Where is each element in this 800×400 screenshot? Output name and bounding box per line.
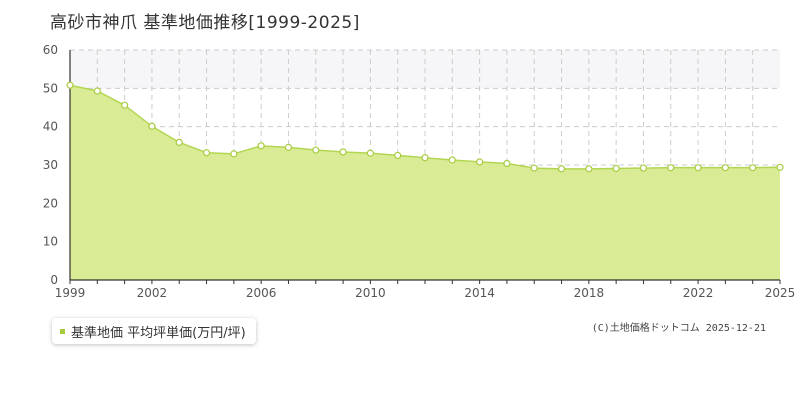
data-point <box>694 164 702 172</box>
x-tick-label: 2014 <box>464 286 495 300</box>
x-tick-labels: 1999 2002 2006 2010 2014 2018 2022 2025 <box>55 286 796 300</box>
data-point <box>121 101 129 109</box>
data-point <box>93 87 101 95</box>
area-fill <box>70 85 780 281</box>
data-point <box>749 164 757 172</box>
legend: 基準地価 平均坪単価(万円/坪) <box>52 318 256 344</box>
data-point <box>585 165 593 173</box>
data-point <box>612 164 620 173</box>
data-point <box>448 156 456 164</box>
data-markers <box>66 81 784 173</box>
y-tick-label: 50 <box>43 81 58 95</box>
x-tick-label: 2006 <box>246 286 277 300</box>
legend-label: 基準地価 平均坪単価(万円/坪) <box>71 325 246 341</box>
data-point <box>530 164 538 172</box>
x-tick-label: 2010 <box>355 286 386 300</box>
data-point <box>721 164 729 172</box>
data-point <box>503 159 511 168</box>
x-tick-label: 2022 <box>683 286 714 300</box>
chart-title: 高砂市神爪 基準地価推移[1999-2025] <box>50 13 360 33</box>
data-point <box>366 149 374 157</box>
data-point <box>421 154 429 162</box>
data-point <box>776 163 784 171</box>
data-point <box>476 158 484 166</box>
data-point <box>66 81 74 89</box>
source-credit: (C)土地価格ドットコム 2025-12-21 <box>591 323 766 334</box>
data-point <box>557 165 566 173</box>
x-tick-label: 2018 <box>574 286 605 300</box>
data-point <box>284 143 293 151</box>
data-point <box>639 164 648 172</box>
y-tick-label: 20 <box>43 196 58 210</box>
y-tick-labels: 0 10 20 30 40 50 60 <box>43 43 58 287</box>
data-point <box>148 122 156 130</box>
y-tick-label: 10 <box>43 235 58 249</box>
y-tick-label: 40 <box>43 120 58 134</box>
data-point <box>175 138 183 146</box>
x-tick-label: 2002 <box>137 286 168 300</box>
y-tick-label: 30 <box>43 158 58 172</box>
data-point <box>394 151 402 160</box>
data-point <box>667 164 675 172</box>
y-tick-label: 0 <box>50 273 58 287</box>
data-point <box>257 142 265 150</box>
data-point <box>230 150 238 158</box>
x-tick-label: 1999 <box>55 286 86 300</box>
x-tick-label: 2025 <box>765 286 796 300</box>
data-point <box>312 146 320 154</box>
data-point <box>339 148 347 156</box>
legend-marker <box>60 328 65 334</box>
data-point <box>202 149 211 157</box>
y-tick-label: 60 <box>43 43 58 57</box>
